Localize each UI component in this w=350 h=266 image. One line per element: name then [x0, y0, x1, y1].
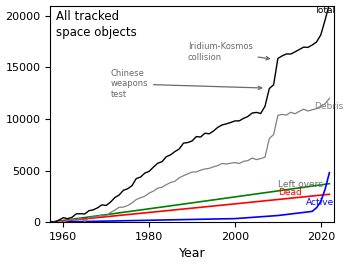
Text: Debris: Debris [314, 102, 344, 111]
Text: Left overs: Left overs [278, 180, 323, 189]
X-axis label: Year: Year [179, 247, 205, 260]
Text: Chinese
weapons
test: Chinese weapons test [111, 69, 262, 99]
Text: Total: Total [314, 6, 336, 15]
Text: Active: Active [306, 198, 334, 207]
Text: Iridium-Kosmos
collision: Iridium-Kosmos collision [188, 42, 270, 62]
Text: All tracked
space objects: All tracked space objects [56, 10, 137, 39]
Text: Dead: Dead [278, 188, 302, 197]
